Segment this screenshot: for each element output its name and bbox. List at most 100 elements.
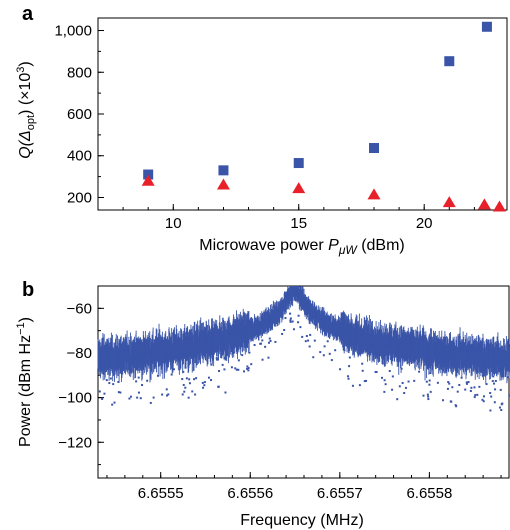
spectrum-outlier-point [429, 372, 432, 375]
spectrum-outlier-point [330, 359, 333, 362]
panel-a-x-tick-label: 10 [165, 215, 182, 232]
spectrum-outlier-point [223, 356, 226, 359]
spectrum-outlier-point [195, 377, 198, 380]
spectrum-outlier-point [447, 381, 450, 384]
spectrum-outlier-point [167, 393, 170, 396]
spectrum-outlier-point [485, 383, 488, 386]
spectrum-outlier-point [264, 345, 267, 348]
spectrum-outlier-point [391, 388, 394, 391]
spectrum-outlier-point [141, 384, 144, 387]
spectrum-outlier-point [203, 384, 206, 387]
panel-a-letter: a [22, 3, 34, 25]
panel-a-x-axis-label: Microwave power PμW (dBm) [199, 237, 405, 257]
spectrum-outlier-point [508, 394, 510, 397]
panel-b-y-tick-label: −80 [67, 345, 92, 362]
spectrum-outlier-point [322, 354, 325, 357]
spectrum-outlier-point [283, 329, 286, 332]
spectrum-outlier-point [135, 380, 138, 383]
spectrum-outlier-point [274, 340, 277, 343]
spectrum-outlier-point [465, 381, 468, 384]
spectrum-outlier-point [184, 386, 187, 389]
spectrum-outlier-point [215, 357, 218, 360]
spectrum-outlier-point [289, 312, 292, 315]
spectrum-outlier-point [413, 379, 416, 382]
data-point-square [218, 165, 229, 176]
spectrum-outlier-point [137, 376, 140, 379]
spectrum-outlier-point [103, 392, 106, 395]
spectrum-outlier-point [361, 362, 364, 365]
spectrum-outlier-point [396, 398, 399, 401]
spectrum-outlier-point [101, 397, 104, 400]
spectrum-outlier-point [261, 339, 264, 342]
spectrum-outlier-point [381, 376, 384, 379]
spectrum-outlier-point [232, 351, 235, 354]
data-point-triangle [367, 188, 381, 200]
spectrum-outlier-point [313, 339, 316, 342]
spectrum-outlier-point [319, 351, 322, 354]
spectrum-outlier-point [237, 359, 240, 362]
data-point-square [481, 21, 492, 32]
spectrum-outlier-point [243, 370, 246, 373]
spectrum-outlier-point [183, 390, 186, 393]
spectrum-outlier-point [235, 368, 238, 371]
data-point-triangle [292, 182, 306, 194]
spectrum-outlier-point [436, 381, 439, 384]
spectrum-outlier-point [152, 396, 155, 399]
spectrum-outlier-point [193, 378, 196, 381]
spectrum-outlier-point [401, 381, 404, 384]
spectrum-outlier-point [191, 390, 194, 393]
spectrum-outlier-point [507, 376, 510, 379]
spectrum-outlier-point [494, 388, 497, 391]
spectrum-outlier-point [261, 358, 264, 361]
spectrum-outlier-point [117, 380, 120, 383]
spectrum-outlier-point [246, 365, 249, 368]
panel-a-y-tick-label: 400 [67, 148, 92, 165]
spectrum-outlier-point [307, 339, 310, 342]
spectrum-outlier-point [403, 392, 406, 395]
spectrum-outlier-point [139, 397, 142, 400]
data-point-triangle [477, 198, 491, 210]
panel-a-x-tick-label: 20 [416, 215, 433, 232]
spectrum-outlier-point [170, 373, 173, 376]
spectrum-outlier-point [246, 367, 249, 370]
spectrum-outlier-point [450, 400, 453, 403]
spectrum-outlier-point [348, 365, 351, 368]
spectrum-outlier-point [194, 393, 197, 396]
spectrum-outlier-point [323, 345, 326, 348]
spectrum-outlier-point [494, 379, 497, 382]
spectrum-outlier-point [428, 383, 431, 386]
spectrum-outlier-point [284, 317, 287, 320]
spectrum-outlier-point [428, 379, 431, 382]
spectrum-outlier-point [464, 388, 467, 391]
spectrum-outlier-point [210, 379, 213, 382]
spectrum-outlier-point [470, 386, 473, 389]
spectrum-outlier-point [427, 395, 430, 398]
spectrum-outlier-point [374, 370, 377, 373]
spectrum-outlier-point [146, 379, 149, 382]
spectrum-outlier-point [490, 395, 493, 398]
spectrum-outlier-point [230, 366, 233, 369]
spectrum-outlier-point [207, 376, 210, 379]
data-point-square [369, 143, 380, 154]
spectrum-outlier-point [499, 388, 502, 391]
panel-b-x-tick-label: 6.6558 [406, 485, 452, 502]
data-point-triangle [492, 200, 506, 212]
spectrum-outlier-point [221, 363, 224, 366]
spectrum-outlier-point [469, 389, 472, 392]
spectrum-outlier-point [456, 390, 459, 393]
panel-b-x-tick-label: 6.6557 [317, 485, 363, 502]
spectrum-outlier-point [223, 368, 226, 371]
panel-b-y-axis-label: Power (dBm Hz−1) [15, 317, 34, 447]
spectrum-outlier-point [250, 363, 253, 366]
spectrum-outlier-point [202, 386, 205, 389]
panel-a-y-tick-label: 600 [67, 106, 92, 123]
spectrum-outlier-point [478, 385, 481, 388]
spectrum-outlier-point [491, 380, 494, 383]
spectrum-outlier-point [404, 386, 407, 389]
spectrum-outlier-point [429, 390, 432, 393]
spectrum-outlier-point [398, 385, 401, 388]
spectrum-outlier-point [181, 378, 184, 381]
spectrum-outlier-point [203, 381, 206, 384]
spectrum-outlier-point [156, 374, 159, 377]
spectrum-outlier-point [215, 358, 218, 361]
